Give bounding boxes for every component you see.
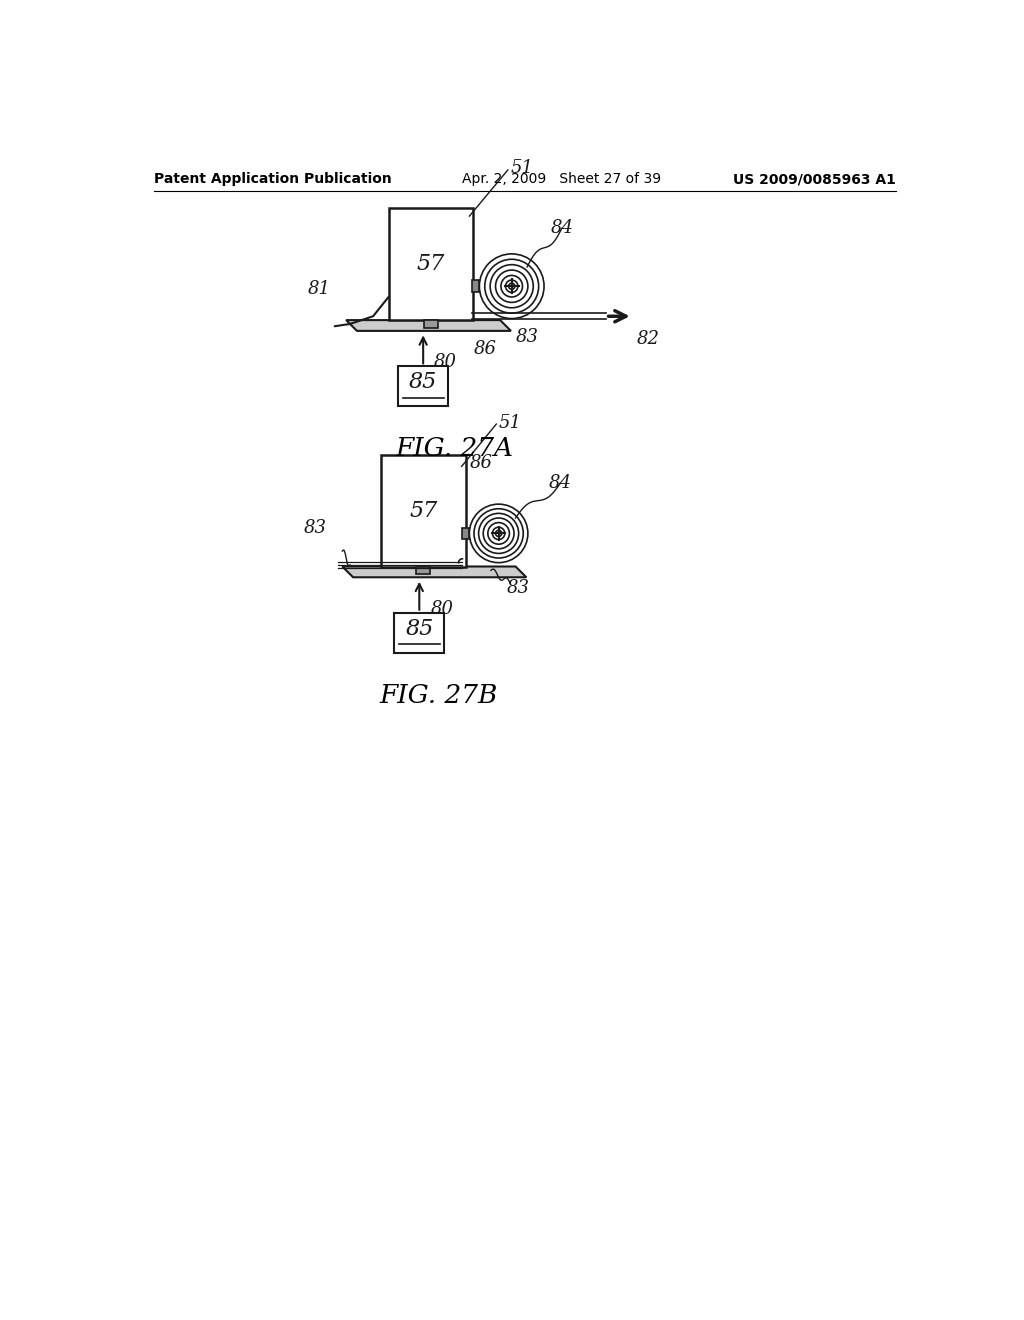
Text: Apr. 2, 2009   Sheet 27 of 39: Apr. 2, 2009 Sheet 27 of 39 bbox=[462, 172, 660, 186]
Bar bbox=[424, 321, 438, 327]
Text: 51: 51 bbox=[510, 160, 534, 177]
Text: 81: 81 bbox=[307, 280, 331, 298]
Text: 84: 84 bbox=[549, 474, 571, 492]
Text: 83: 83 bbox=[304, 519, 327, 537]
Bar bbox=[463, 528, 469, 539]
Text: 83: 83 bbox=[507, 579, 529, 597]
Text: US 2009/0085963 A1: US 2009/0085963 A1 bbox=[733, 172, 896, 186]
Text: 85: 85 bbox=[409, 371, 437, 393]
Polygon shape bbox=[342, 566, 526, 577]
Bar bbox=[388, 209, 473, 321]
Text: 86: 86 bbox=[473, 341, 497, 358]
Text: 85: 85 bbox=[406, 618, 433, 640]
Text: 80: 80 bbox=[431, 599, 454, 618]
Text: FIG. 27B: FIG. 27B bbox=[379, 682, 498, 708]
Polygon shape bbox=[346, 321, 511, 331]
Text: 80: 80 bbox=[433, 354, 457, 371]
Text: FIG. 27A: FIG. 27A bbox=[395, 436, 513, 461]
Text: 83: 83 bbox=[516, 329, 539, 346]
Bar bbox=[416, 566, 430, 574]
Bar bbox=[472, 280, 479, 293]
Text: 57: 57 bbox=[409, 500, 437, 521]
Bar bbox=[398, 367, 449, 407]
Text: 57: 57 bbox=[417, 253, 445, 276]
Text: Patent Application Publication: Patent Application Publication bbox=[154, 172, 391, 186]
Bar bbox=[394, 612, 444, 653]
Text: 86: 86 bbox=[469, 454, 493, 471]
Text: 51: 51 bbox=[499, 413, 521, 432]
Text: 82: 82 bbox=[637, 330, 659, 348]
Text: 84: 84 bbox=[550, 219, 573, 238]
Bar bbox=[381, 455, 466, 566]
